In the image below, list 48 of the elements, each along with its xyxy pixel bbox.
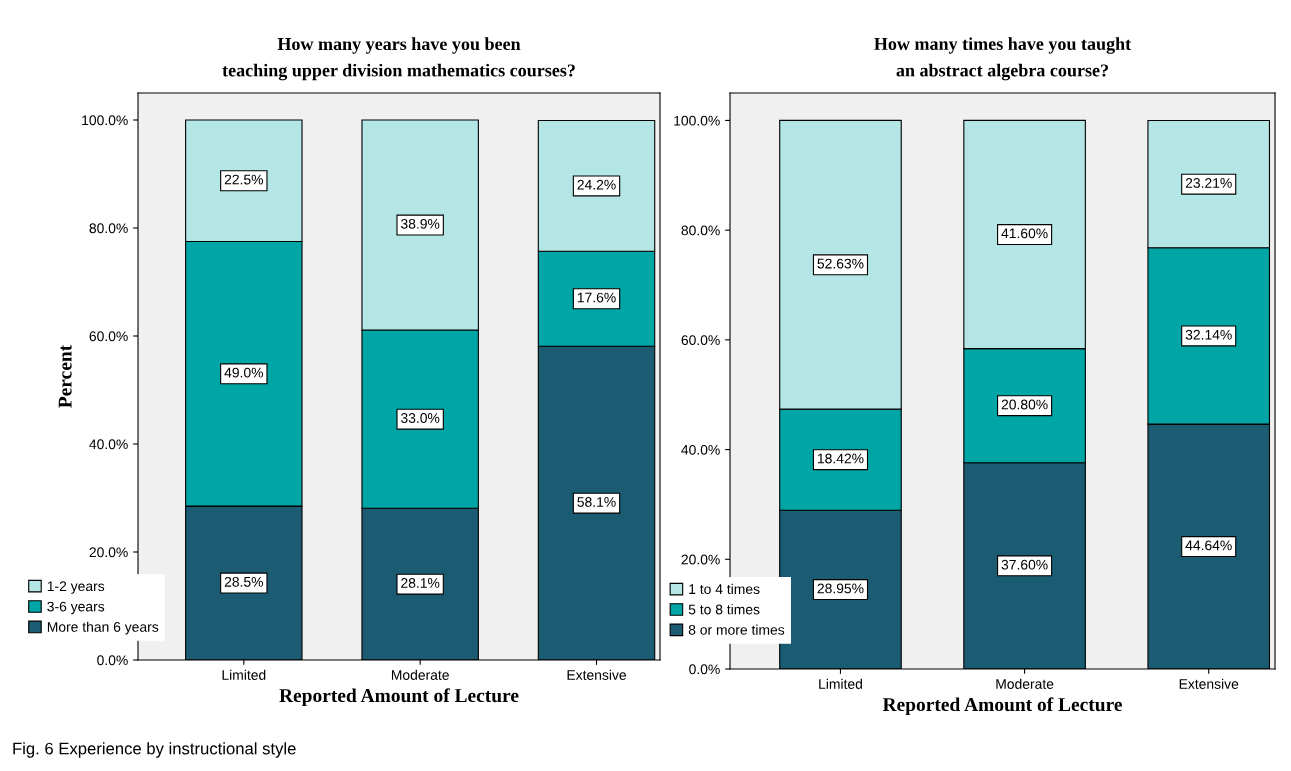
- y-tick-label: 80.0%: [681, 225, 720, 236]
- x-axis-title: Reported Amount of Lecture: [882, 697, 1122, 716]
- data-label: 58.1%: [577, 497, 616, 507]
- y-tick-label: 20.0%: [89, 547, 128, 558]
- y-tick-label: 40.0%: [681, 444, 720, 455]
- y-tick-label: 80.0%: [89, 223, 128, 234]
- data-label: 52.63%: [817, 258, 864, 269]
- caption: Fig. 6 Experience by instructional style: [13, 742, 296, 758]
- chart-title: How many years have you been teaching upper division mathematics courses?: [222, 37, 575, 81]
- data-label: 18.42%: [817, 453, 864, 464]
- data-label: 33.0%: [401, 413, 440, 423]
- y-tick-label: 60.0%: [89, 331, 128, 342]
- x-tick-label: Limited: [222, 669, 266, 680]
- legend-label: 3-6 years: [47, 601, 105, 615]
- y-tick-label: 20.0%: [681, 554, 720, 565]
- data-label: 41.60%: [1001, 228, 1048, 239]
- data-label: 22.5%: [224, 174, 264, 185]
- legend-label: 1 to 4 times: [689, 583, 760, 595]
- data-label: 37.60%: [1001, 559, 1048, 570]
- y-tick-label: 60.0%: [681, 335, 720, 346]
- data-label: 17.6%: [577, 292, 616, 303]
- data-label: 32.14%: [1185, 329, 1232, 340]
- x-tick-label: Limited: [819, 678, 862, 689]
- x-axis-title: Reported Amount of Lecture: [279, 688, 519, 707]
- legend-label: More than 6 years: [47, 621, 159, 635]
- y-tick-label: 0.0%: [689, 664, 720, 675]
- data-label: 49.0%: [224, 367, 264, 378]
- legend-label: 1-2 years: [47, 581, 105, 594]
- y-tick-label: 100.0%: [674, 115, 720, 126]
- legend-label: 8 or more times: [688, 624, 785, 635]
- chart-title: How many times have you taught an abstract algebra course?: [874, 37, 1132, 81]
- y-tick-label: 0.0%: [97, 655, 128, 666]
- x-tick-label: Extensive: [1179, 678, 1239, 689]
- x-tick-label: Moderate: [996, 678, 1054, 689]
- data-label: 20.80%: [1001, 399, 1048, 410]
- data-label: 28.1%: [401, 578, 440, 588]
- data-label: 24.2%: [577, 179, 616, 190]
- data-label: 28.95%: [817, 583, 864, 594]
- data-label: 28.5%: [224, 576, 264, 587]
- data-label: 23.21%: [1185, 178, 1232, 188]
- y-tick-label: 40.0%: [89, 439, 128, 450]
- legend-label: 5 to 8 times: [688, 604, 760, 615]
- x-tick-label: Extensive: [567, 669, 626, 680]
- data-label: 38.9%: [401, 218, 440, 229]
- y-axis-title: Percent: [58, 344, 72, 408]
- data-label: 44.64%: [1185, 540, 1232, 551]
- x-tick-label: Moderate: [391, 669, 449, 680]
- y-tick-label: 100.0%: [82, 115, 128, 126]
